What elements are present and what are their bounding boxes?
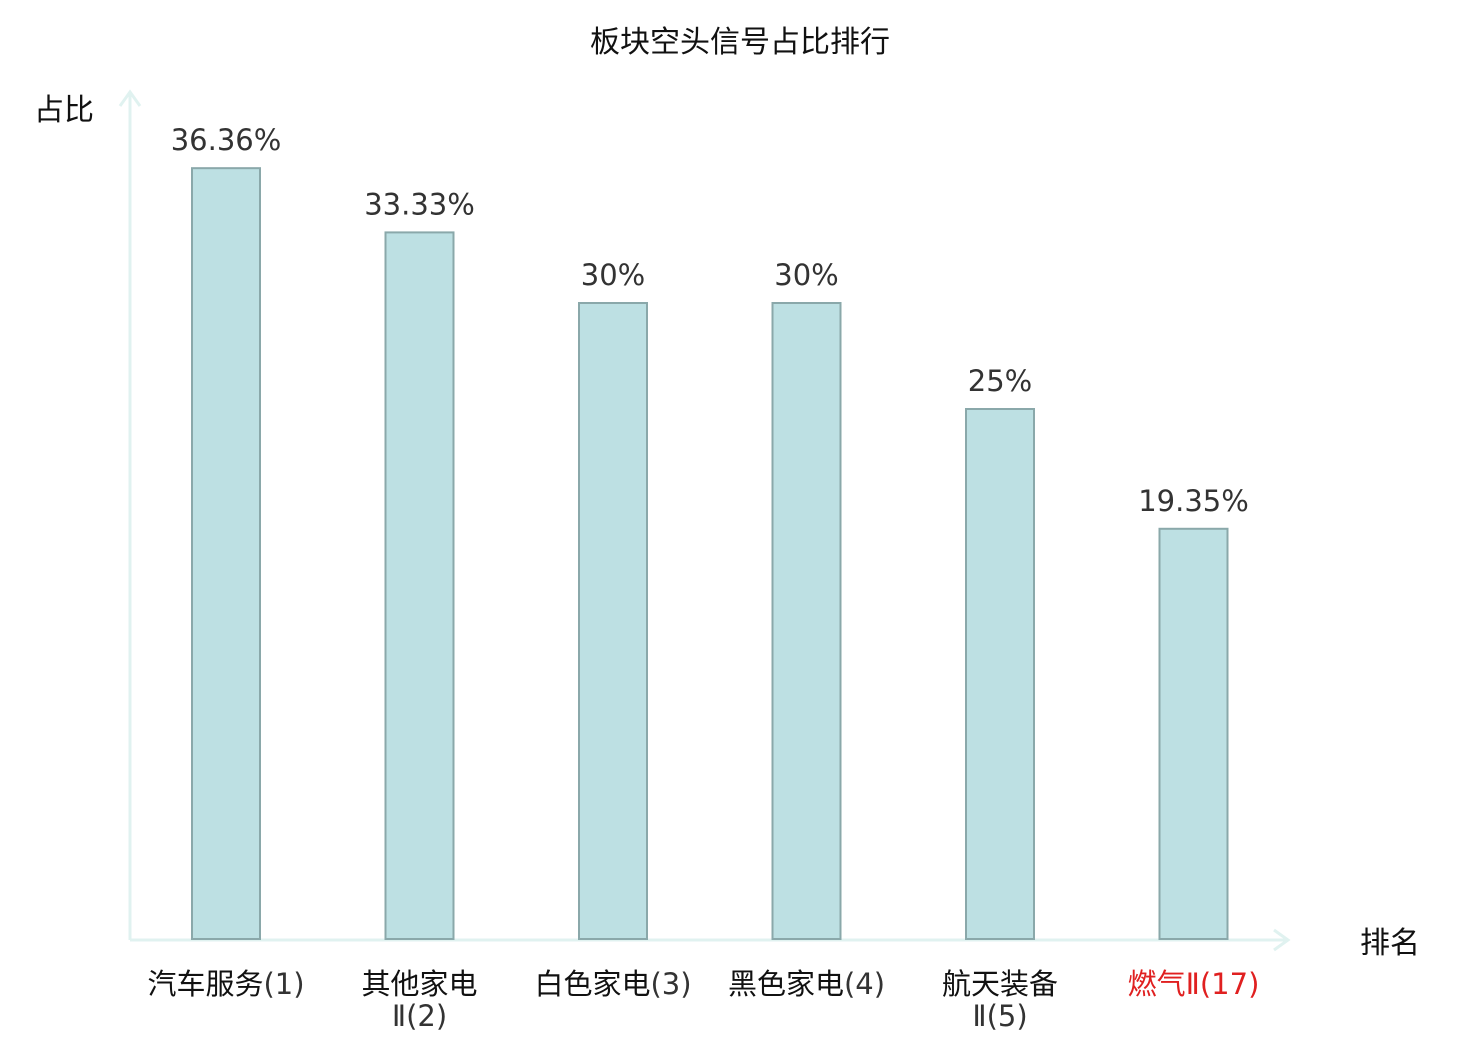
category-suffix: (1) xyxy=(263,967,304,1001)
category-label-6: 燃气Ⅱ(17) xyxy=(1128,967,1260,1001)
y-axis-arrow xyxy=(118,89,142,107)
bars xyxy=(191,167,1229,941)
value-label-6: 19.35% xyxy=(1138,484,1249,518)
value-label-1: 36.36% xyxy=(171,123,282,157)
value-label-2: 33.33% xyxy=(364,187,475,221)
category-suffix: Ⅱ(17) xyxy=(1186,967,1260,1001)
x-axis-label: 排名 xyxy=(1360,926,1420,961)
category-name: 汽车服务 xyxy=(147,967,263,1001)
value-label-3: 30% xyxy=(581,258,645,292)
category-name: 其他家电 xyxy=(361,967,477,1001)
category-suffix: (3) xyxy=(650,967,691,1001)
category-name: 燃气 xyxy=(1128,967,1186,1001)
category-label-3: 白色家电(3) xyxy=(534,967,691,1001)
bar-2 xyxy=(384,231,455,941)
bar-4 xyxy=(771,302,842,940)
x-axis-arrow xyxy=(1273,928,1291,952)
axes: 板块空头信号占比排行 占比 排名 xyxy=(34,25,1420,961)
category-suffix: (4) xyxy=(844,967,885,1001)
chart-title: 板块空头信号占比排行 xyxy=(590,25,890,60)
value-label-5: 25% xyxy=(968,364,1032,398)
category-label-1: 汽车服务(1) xyxy=(147,967,304,1001)
category-label-line2-5: Ⅱ(5) xyxy=(972,999,1027,1033)
bar-5 xyxy=(965,408,1035,940)
y-axis-label: 占比 xyxy=(34,93,94,128)
category-label-2: 其他家电 xyxy=(361,967,477,1001)
category-name: 黑色家电 xyxy=(728,967,844,1001)
category-name: 航天装备 xyxy=(942,967,1058,1001)
value-label-4: 30% xyxy=(774,258,838,292)
category-label-5: 航天装备 xyxy=(942,967,1058,1001)
value-labels: 36.36% 33.33% 30% 30% 25% 19.35% xyxy=(171,123,1249,518)
bar-6 xyxy=(1158,527,1229,941)
category-label-4: 黑色家电(4) xyxy=(728,967,885,1001)
category-label-line2-2: Ⅱ(2) xyxy=(392,999,447,1033)
category-name: 白色家电 xyxy=(534,967,650,1001)
bar-3 xyxy=(578,302,648,940)
bar-1 xyxy=(191,167,261,940)
